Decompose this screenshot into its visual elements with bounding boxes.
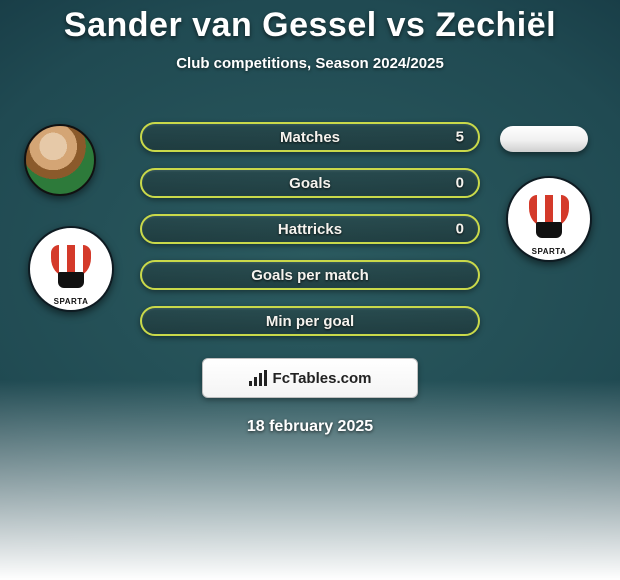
stat-label: Min per goal	[266, 313, 354, 330]
branding-pill[interactable]: FcTables.com	[202, 358, 418, 398]
stat-row: Matches 5	[140, 122, 480, 152]
stat-label: Matches	[280, 129, 340, 146]
page-title: Sander van Gessel vs Zechiël	[0, 6, 620, 45]
player2-avatar	[500, 126, 588, 152]
club-crest-icon	[42, 240, 99, 297]
stat-row: Min per goal	[140, 306, 480, 336]
stat-label: Goals	[289, 175, 331, 192]
player2-club-badge: SPARTA	[506, 176, 592, 262]
stat-right-value: 0	[456, 221, 464, 238]
club-crest-icon	[520, 190, 577, 247]
branding-text: FcTables.com	[273, 370, 372, 387]
player1-club-badge: SPARTA	[28, 226, 114, 312]
stat-label: Hattricks	[278, 221, 342, 238]
bar-chart-icon	[249, 370, 267, 386]
page-subtitle: Club competitions, Season 2024/2025	[0, 55, 620, 72]
stats-list: Matches 5 Goals 0 Hattricks 0 Goals per …	[140, 122, 480, 336]
stat-row: Hattricks 0	[140, 214, 480, 244]
player1-avatar	[24, 124, 96, 196]
club-name-label: SPARTA	[30, 297, 112, 306]
stat-row: Goals per match	[140, 260, 480, 290]
stat-label: Goals per match	[251, 267, 369, 284]
date-text: 18 february 2025	[0, 418, 620, 436]
club-name-label: SPARTA	[508, 247, 590, 256]
stat-right-value: 5	[456, 129, 464, 146]
stat-right-value: 0	[456, 175, 464, 192]
stat-row: Goals 0	[140, 168, 480, 198]
